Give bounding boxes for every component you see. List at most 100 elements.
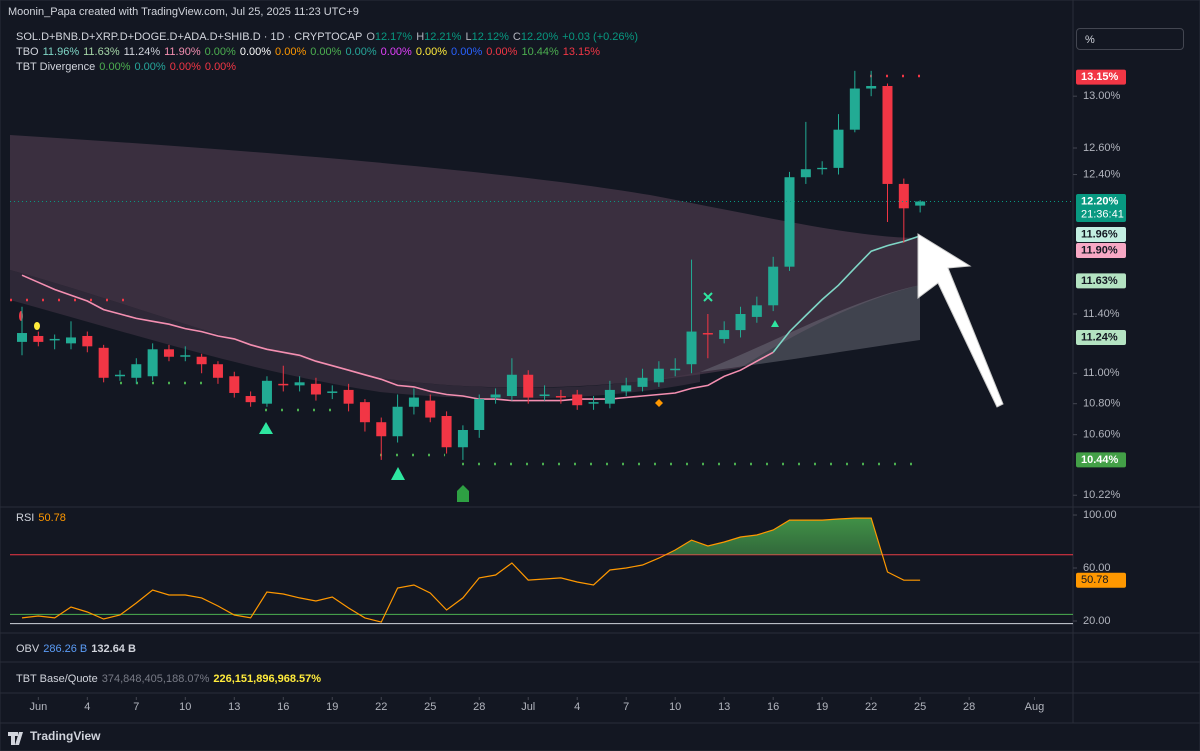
ohlc-key: C — [512, 31, 521, 43]
candle-body — [65, 337, 76, 344]
rsi-line — [21, 517, 921, 623]
indicator-value: 11.24% — [123, 46, 161, 58]
indicator-legend: TBO 11.96% 11.63% 11.24% 11.90% 0.00% 0.00% 0.0… — [16, 46, 600, 58]
ohlc-item: C12.20% — [513, 31, 558, 43]
candle-body — [784, 177, 795, 267]
candle-body — [474, 399, 485, 430]
indicator-value: 0.00% — [486, 46, 518, 58]
price-label-box — [1076, 452, 1126, 468]
price-label: 12.20% — [1081, 195, 1119, 207]
y-tick-label: 11.40% — [1083, 308, 1120, 320]
buy-marker — [391, 467, 405, 480]
candle-body — [882, 85, 893, 184]
candle-body — [343, 389, 354, 404]
candle-body — [392, 406, 403, 437]
y-tick-label: 20.00 — [1083, 615, 1111, 627]
candle-body — [735, 314, 746, 331]
candle-body — [523, 374, 534, 398]
indicator-value: 13.15% — [562, 46, 601, 58]
indicator-name: TBO — [16, 46, 39, 58]
candle-body — [637, 377, 648, 387]
indicator-value: 0.00% — [415, 46, 448, 58]
candle-body — [180, 355, 191, 357]
x-tick-label: Aug — [1025, 701, 1045, 713]
x-tick-label: 13 — [718, 701, 730, 713]
indicator-value: 0.00% — [134, 61, 166, 73]
candle-body — [817, 167, 828, 170]
candle-body — [212, 364, 223, 378]
candle-body — [310, 383, 321, 395]
candle-body — [719, 330, 730, 339]
candle-body — [163, 349, 174, 357]
ohlc-value: 12.12% — [471, 31, 509, 43]
price-label-box — [1076, 69, 1126, 85]
pane-value: 374,848,405,188.07% — [101, 673, 210, 685]
x-tick-label: 25 — [424, 701, 436, 713]
x-tick-label: Jul — [521, 701, 535, 713]
y-tick-label: 11.00% — [1083, 367, 1120, 379]
y-tick-label: 10.60% — [1083, 429, 1121, 441]
indicator-value: 0.00% — [204, 46, 236, 58]
brand-logo — [8, 732, 23, 745]
indicator-value: 11.96% — [42, 46, 80, 58]
x-tick-label: 4 — [84, 701, 90, 713]
pane-legend: TBT Base/Quote 374,848,405,188.07% 226,151… — [16, 673, 321, 685]
ohlc-value: 12.17% — [374, 31, 413, 43]
price-label-box — [1076, 242, 1126, 258]
pane-value: 286.26 B — [43, 643, 88, 655]
price-label: 11.63% — [1081, 275, 1118, 287]
candle-body — [131, 364, 142, 378]
brand: TradingView — [30, 729, 101, 743]
ohlc-key: L — [465, 31, 472, 43]
candle-body — [229, 376, 240, 393]
buy-marker — [771, 320, 779, 327]
x-tick-label: 16 — [767, 701, 779, 713]
candle-body — [653, 368, 664, 383]
symbol: SOL.D+BNB.D+XRP.D+DOGE.D+ADA.D+SHIB.D · … — [16, 31, 363, 43]
ohlc-value: 12.21% — [424, 31, 462, 43]
rsi-overbought-fill — [22, 518, 921, 555]
cloud-band — [10, 135, 920, 388]
ohlc-item: L12.12% — [465, 31, 508, 43]
y-tick-label: 13.00% — [1083, 90, 1121, 102]
x-tick-label: 13 — [228, 701, 240, 713]
overlay-line — [21, 274, 774, 402]
y-tick-label: 60.00 — [1083, 562, 1111, 574]
candle-body — [621, 385, 632, 392]
indicator-value: 0.00% — [451, 46, 483, 58]
credit: Moonin_Papa created with TradingView.com… — [8, 6, 359, 18]
indicator-value: 0.00% — [275, 46, 307, 58]
scale-unit[interactable]: % — [1076, 28, 1184, 50]
pane-value: 132.64 B — [91, 643, 136, 655]
candle-body — [98, 347, 109, 378]
symbol-legend: SOL.D+BNB.D+XRP.D+DOGE.D+ADA.D+SHIB.D · … — [16, 31, 638, 43]
candle-body — [359, 402, 370, 423]
candle-body — [915, 201, 926, 206]
pane-name: OBV — [16, 643, 40, 655]
rsi-legend: RSI 50.78 — [16, 512, 66, 524]
buy-marker — [259, 422, 273, 434]
y-tick-label: 10.80% — [1083, 398, 1121, 410]
indicator-name: TBT Divergence — [16, 61, 96, 73]
signal-marker — [655, 399, 663, 407]
rsi-value: 50.78 — [38, 512, 66, 524]
x-tick-label: 28 — [963, 701, 975, 713]
x-tick-label: 22 — [375, 701, 387, 713]
candle-body — [376, 422, 387, 437]
candle-body — [686, 331, 697, 365]
candle-body — [441, 416, 452, 448]
change: +0.03 (+0.26%) — [562, 31, 638, 43]
candle-body — [751, 305, 762, 317]
x-tick-label: 10 — [669, 701, 681, 713]
signal-marker — [34, 322, 40, 330]
candle-body — [33, 335, 44, 342]
price-label: 10.44% — [1081, 454, 1119, 466]
x-tick-label: 16 — [277, 701, 289, 713]
x-tick-label: 19 — [326, 701, 338, 713]
price-label: 11.24% — [1081, 331, 1118, 343]
candle-body — [506, 374, 517, 397]
candle-body — [114, 374, 125, 377]
candle-body — [768, 266, 779, 306]
